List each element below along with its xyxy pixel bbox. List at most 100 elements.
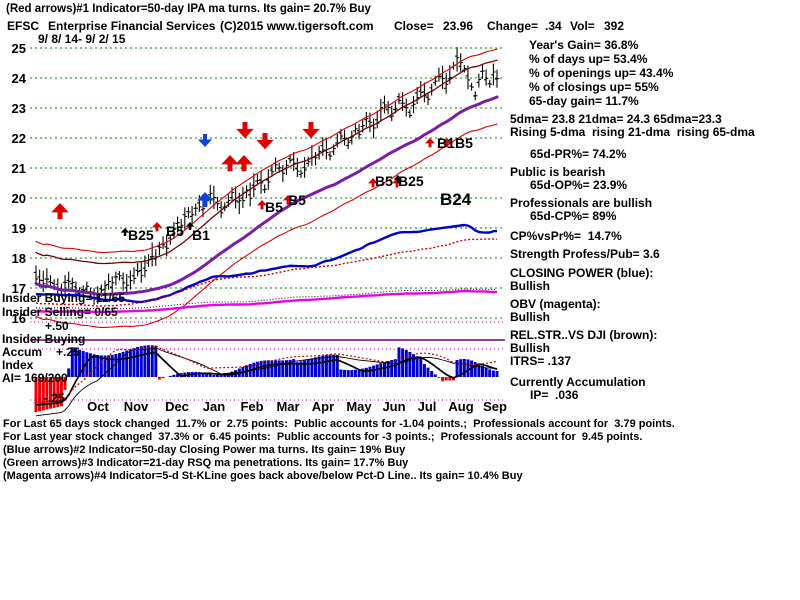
- obv-dotted-line: [36, 288, 498, 310]
- header-company: Enterprise Financial Services: [48, 19, 216, 33]
- y-axis-label-20: 20: [12, 191, 26, 206]
- signal-label-b5-8: B5: [455, 135, 473, 151]
- footer-line-5: (Magenta arrows)#4 Indicator=5-d St-KLin…: [3, 470, 523, 482]
- y-axis-label-24: 24: [12, 71, 27, 86]
- signal-label-b5-1: B5: [166, 223, 184, 239]
- stat-dma-line: 5dma= 23.8 21dma= 24.3 65dma=23.3: [510, 112, 722, 126]
- signal-label-b5-3: B5: [265, 199, 283, 215]
- signal-label-b5-5: B5: [375, 173, 393, 189]
- stat-accumulation-title: Currently Accumulation: [510, 375, 646, 389]
- footer-line-3: (Blue arrows)#2 Indicator=50-day Closing…: [3, 444, 406, 456]
- sell-arrow-red-0: [236, 122, 254, 139]
- signal-label-b5-4: B5: [288, 192, 306, 208]
- footer-line-1: For Last 65 days stock changed 11.7% or …: [3, 418, 675, 430]
- stat-65d-pr: 65d-PR%= 74.2%: [530, 147, 627, 161]
- y-axis-label-18: 18: [12, 251, 26, 266]
- x-axis-label-jun: Jun: [382, 399, 405, 414]
- accumulation-smoothed-line: [35, 347, 497, 417]
- y-axis-label-16: 16: [12, 311, 26, 326]
- label-ai-count: AI= 169/200: [2, 371, 68, 385]
- buy-arrow-red-thick-2: [235, 155, 253, 172]
- y-axis-label-22: 22: [12, 131, 26, 146]
- label-index: Index: [2, 358, 34, 372]
- buy-arrow-black-2: [393, 175, 403, 184]
- x-axis-label-apr: Apr: [312, 399, 334, 414]
- x-axis-label-oct: Oct: [87, 399, 109, 414]
- signal-label-b25-6: B25: [398, 173, 424, 189]
- buy-arrow-red-thick-1: [221, 155, 239, 172]
- header-vol-value: 392: [604, 19, 625, 33]
- stat-itrs: ITRS= .137: [510, 354, 572, 368]
- stat-closings-up: % of closings up= 55%: [529, 80, 659, 94]
- sell-arrow-blue-0: [198, 134, 212, 147]
- header-indicator-line: (Red arrows)#1 Indicator=50-day IPA ma t…: [6, 3, 371, 15]
- buy-arrow-red-thick-0: [51, 203, 69, 220]
- label-plus-fifty: +.50: [45, 319, 69, 333]
- stat-rising-line: Rising 5-dma rising 21-dma rising 65-dma: [510, 125, 755, 139]
- stat-relstr-value: Bullish: [510, 341, 551, 355]
- header-change-value: .34: [545, 19, 562, 33]
- buy-arrow-red-thin-0: [151, 222, 163, 232]
- y-axis-label-23: 23: [12, 101, 26, 116]
- sell-arrow-red-2: [302, 122, 320, 139]
- rel-str-vs-dji-line: [35, 238, 498, 307]
- stat-professionals-state: Professionals are bullish: [510, 196, 653, 210]
- label-insider-buying-count: Insider Buying= 11/65: [2, 291, 126, 305]
- sell-arrow-red-1: [256, 133, 274, 150]
- y-axis-label-21: 21: [12, 161, 26, 176]
- stat-65day-gain: 65-day gain= 11.7%: [529, 94, 639, 108]
- x-axis-label-feb: Feb: [240, 399, 263, 414]
- accumulation-index-line: [35, 351, 498, 406]
- label-insider-buying: Insider Buying: [2, 332, 86, 346]
- header-copyright: (C)2015 www.tigersoft.com: [220, 19, 374, 33]
- stat-strength-profess-pub: Strength Profess/Pub= 3.6: [510, 247, 660, 261]
- signal-label-b1-7: B1: [437, 135, 455, 151]
- label-minus-twentyfive: -.25: [44, 391, 65, 405]
- x-axis-label-sep: Sep: [483, 399, 507, 414]
- stat-openings-up: % of openings up= 43.4%: [529, 66, 674, 80]
- stat-days-up: % of days up= 53.4%: [529, 52, 648, 66]
- signal-label-b1-2: B1: [192, 227, 210, 243]
- x-axis-label-jan: Jan: [203, 399, 225, 414]
- stat-obv-value: Bullish: [510, 310, 551, 324]
- x-axis-label-jul: Jul: [418, 399, 437, 414]
- price-bar-series: [33, 47, 500, 305]
- x-axis-label-mar: Mar: [276, 399, 299, 414]
- stat-65d-cp: 65d-CP%= 89%: [530, 209, 617, 223]
- stat-65d-op: 65d-OP%= 23.9%: [530, 178, 628, 192]
- stat-closing-power-title: CLOSING POWER (blue):: [510, 266, 654, 280]
- header-vol-label: Vol=: [570, 19, 595, 33]
- buy-arrow-red-thin-1: [256, 200, 268, 210]
- y-axis-label-19: 19: [12, 221, 26, 236]
- header-ticker: EFSC: [7, 19, 40, 33]
- signal-label-b24-9: B24: [440, 190, 472, 209]
- x-axis-label-aug: Aug: [448, 399, 473, 414]
- header-close-value: 23.96: [443, 19, 474, 33]
- label-plus-twentyfive: +.25: [56, 345, 80, 359]
- header-change-label: Change=: [487, 19, 539, 33]
- lower-band-line: [35, 123, 498, 328]
- stat-years-gain: Year's Gain= 36.8%: [529, 38, 639, 52]
- signal-label-b25-0: B25: [128, 227, 154, 243]
- label-accum: Accum: [2, 345, 43, 359]
- label-insider-selling-count: Insider Selling= 0/65: [2, 305, 118, 319]
- header-date-range: 9/ 8/ 14- 9/ 2/ 15: [38, 32, 126, 46]
- stat-relstr-title: REL.STR..VS DJI (brown):: [510, 328, 658, 342]
- footer-line-2: For Last year stock changed 37.3% or 6.4…: [3, 431, 643, 443]
- buy-arrow-black-0: [120, 228, 130, 237]
- upper-band-line: [35, 48, 498, 254]
- stat-cp-vs-pr: CP%vsPr%= 14.7%: [510, 229, 622, 243]
- closing-power-line: [35, 223, 498, 304]
- footer-line-4: (Green arrows)#3 Indicator=21-day RSQ ma…: [3, 457, 409, 469]
- 65day-moving-average-line: [34, 95, 499, 296]
- buy-arrow-red-thin-3: [367, 178, 379, 188]
- stat-closing-power-value: Bullish: [510, 279, 551, 293]
- y-axis-label-25: 25: [12, 41, 26, 56]
- buy-arrow-red-thin-6: [441, 138, 453, 148]
- ipa-moving-average-line: [35, 59, 498, 265]
- buy-arrow-red-thin-5: [424, 138, 436, 148]
- x-axis-label-may: May: [346, 399, 372, 414]
- buy-arrow-red-thin-2: [282, 195, 294, 205]
